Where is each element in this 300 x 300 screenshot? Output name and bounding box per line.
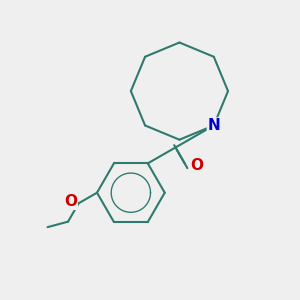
Text: N: N [207,118,220,133]
Text: O: O [190,158,203,173]
Text: O: O [64,194,77,209]
